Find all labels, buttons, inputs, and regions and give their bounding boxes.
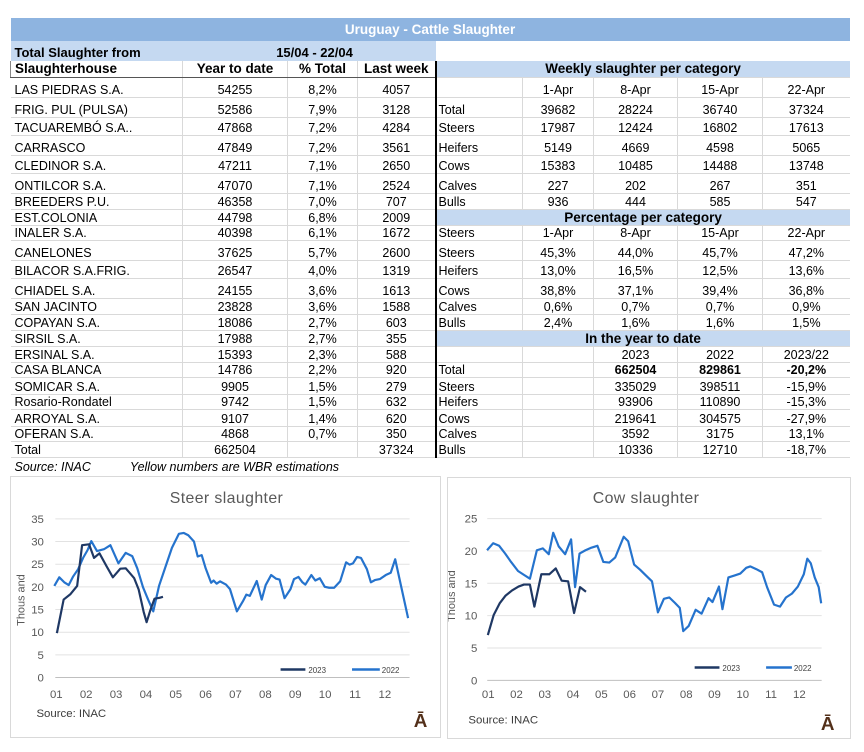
svg-text:2023: 2023	[308, 666, 326, 675]
svg-text:08: 08	[259, 689, 272, 701]
svg-text:15: 15	[465, 578, 478, 590]
svg-text:25: 25	[465, 514, 478, 526]
svg-text:Thous and: Thous and	[447, 570, 458, 622]
svg-text:Ā: Ā	[821, 713, 835, 734]
svg-text:5: 5	[38, 650, 44, 662]
svg-text:Source: INAC: Source: INAC	[36, 708, 106, 720]
svg-text:2022: 2022	[794, 664, 812, 673]
svg-text:03: 03	[110, 689, 123, 701]
svg-text:10: 10	[31, 627, 44, 639]
svg-text:01: 01	[482, 689, 495, 701]
svg-text:20: 20	[465, 546, 478, 558]
svg-text:Thous and: Thous and	[16, 574, 28, 626]
svg-text:0: 0	[471, 675, 477, 687]
svg-text:20: 20	[31, 582, 44, 594]
svg-text:07: 07	[229, 689, 242, 701]
svg-text:5: 5	[471, 643, 477, 655]
svg-text:Cow slaughter: Cow slaughter	[593, 490, 700, 507]
svg-text:10: 10	[319, 689, 332, 701]
svg-text:15: 15	[31, 604, 44, 616]
svg-text:11: 11	[765, 689, 777, 701]
svg-text:01: 01	[50, 689, 63, 701]
svg-text:07: 07	[652, 689, 665, 701]
svg-text:05: 05	[169, 689, 182, 701]
svg-text:05: 05	[595, 689, 608, 701]
svg-text:10: 10	[736, 689, 749, 701]
svg-text:08: 08	[680, 689, 693, 701]
svg-text:2022: 2022	[382, 666, 400, 675]
svg-text:06: 06	[199, 689, 212, 701]
svg-text:03: 03	[538, 689, 551, 701]
svg-text:11: 11	[349, 689, 361, 701]
svg-text:30: 30	[31, 536, 44, 548]
svg-text:Steer slaughter: Steer slaughter	[170, 490, 284, 507]
svg-text:Source: INAC: Source: INAC	[468, 715, 538, 727]
svg-text:06: 06	[623, 689, 636, 701]
svg-text:02: 02	[510, 689, 523, 701]
svg-text:09: 09	[708, 689, 721, 701]
svg-text:25: 25	[31, 559, 44, 571]
svg-text:09: 09	[289, 689, 302, 701]
svg-text:0: 0	[38, 672, 44, 684]
svg-text:2023: 2023	[722, 664, 740, 673]
svg-text:04: 04	[567, 689, 580, 701]
svg-text:12: 12	[793, 689, 806, 701]
svg-text:Ā: Ā	[414, 710, 428, 731]
svg-text:02: 02	[80, 689, 93, 701]
svg-text:12: 12	[379, 689, 392, 701]
svg-text:10: 10	[465, 611, 478, 623]
svg-text:35: 35	[31, 514, 44, 526]
svg-text:04: 04	[140, 689, 153, 701]
